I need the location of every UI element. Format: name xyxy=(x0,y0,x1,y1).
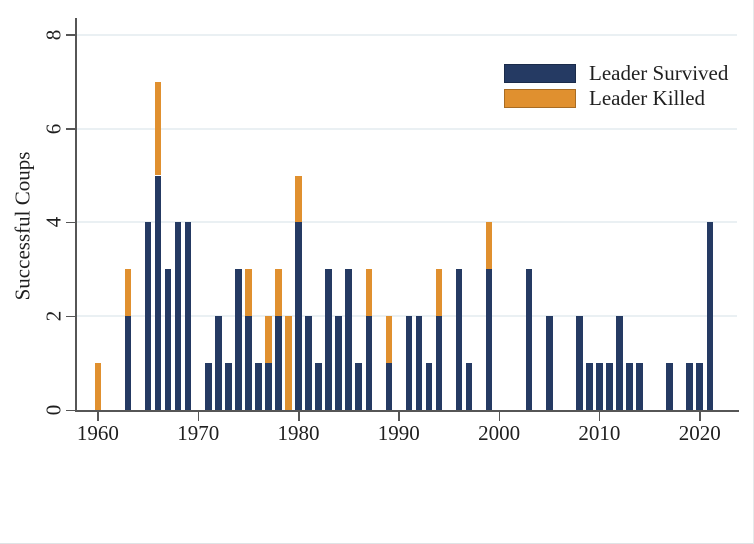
y-tick-label-4: 4 xyxy=(41,217,66,228)
bar-1974-survived xyxy=(235,269,242,410)
bar-1989-survived xyxy=(385,363,392,410)
bar-1999-killed xyxy=(485,222,493,270)
legend: Leader Survived Leader Killed xyxy=(504,60,729,113)
bar-1987-killed xyxy=(365,269,372,317)
bar-2003-survived xyxy=(525,269,533,410)
bar-1991-survived xyxy=(405,316,413,410)
bar-2011-survived xyxy=(606,363,613,410)
bar-1985-survived xyxy=(345,269,352,410)
bar-1989-killed xyxy=(385,316,392,364)
bar-1978-survived xyxy=(275,316,282,410)
bar-1976-survived xyxy=(255,363,262,410)
bar-1967-survived xyxy=(164,269,172,410)
bar-2013-survived xyxy=(626,363,633,410)
bar-1972-survived xyxy=(215,316,222,410)
y-axis-line xyxy=(75,18,77,412)
bar-1965-survived xyxy=(144,222,152,410)
bar-1980-survived xyxy=(295,222,302,410)
bar-2019-survived xyxy=(686,363,693,410)
bar-2017-survived xyxy=(666,363,673,410)
x-tick-2020 xyxy=(699,411,701,421)
bar-1994-killed xyxy=(435,269,443,317)
bar-1987-survived xyxy=(365,316,372,410)
bar-2010-survived xyxy=(596,363,603,410)
y-tick-6 xyxy=(66,128,75,130)
bar-1975-killed xyxy=(245,269,252,317)
bar-1994-survived xyxy=(435,316,443,410)
y-tick-label-2: 2 xyxy=(41,310,66,322)
bar-1978-killed xyxy=(275,269,282,317)
bar-1986-survived xyxy=(355,363,362,410)
legend-swatch-survived-icon xyxy=(504,63,576,83)
bar-1966-survived xyxy=(154,175,162,410)
gridline-8 xyxy=(75,33,737,36)
bar-1973-survived xyxy=(225,363,232,410)
bar-1996-survived xyxy=(455,269,463,410)
x-tick-label-1970: 1970 xyxy=(177,421,220,445)
bar-1999-survived xyxy=(485,269,493,410)
bar-1977-killed xyxy=(265,316,272,364)
bar-2008-survived xyxy=(576,316,583,410)
y-tick-8 xyxy=(66,34,75,36)
bar-1980-killed xyxy=(295,175,302,223)
bar-1992-survived xyxy=(415,316,423,410)
bar-1984-survived xyxy=(335,316,342,410)
bar-1979-killed xyxy=(285,316,292,410)
y-tick-0 xyxy=(66,409,75,411)
bar-1960-killed xyxy=(94,363,102,410)
bar-2014-survived xyxy=(636,363,643,410)
bar-1966-killed xyxy=(154,81,162,176)
x-tick-1960 xyxy=(97,411,99,421)
gridline-6 xyxy=(75,127,737,130)
bar-1977-survived xyxy=(265,363,272,410)
legend-entry-survived: Leader Survived xyxy=(504,60,729,85)
x-tick-label-1990: 1990 xyxy=(377,421,420,445)
bar-2021-survived xyxy=(706,222,713,410)
x-tick-1970 xyxy=(197,411,200,421)
x-tick-2010 xyxy=(598,411,601,421)
legend-swatch-killed-icon xyxy=(504,88,576,108)
x-tick-label-2000: 2000 xyxy=(478,421,521,445)
y-tick-label-6: 6 xyxy=(41,123,66,134)
y-tick-label-0: 0 xyxy=(41,404,66,416)
bar-1968-survived xyxy=(174,222,182,410)
x-tick-1980 xyxy=(298,411,300,421)
bar-2020-survived xyxy=(696,363,703,410)
bar-2005-survived xyxy=(546,316,553,410)
bar-1993-survived xyxy=(425,363,433,410)
bar-1971-survived xyxy=(205,363,212,410)
bar-1983-survived xyxy=(325,269,332,410)
bar-1969-survived xyxy=(184,222,192,410)
bar-1981-survived xyxy=(305,316,312,410)
x-tick-label-2020: 2020 xyxy=(678,421,721,445)
bar-2009-survived xyxy=(586,363,593,410)
x-tick-label-1980: 1980 xyxy=(277,421,320,445)
x-tick-label-2010: 2010 xyxy=(578,421,621,445)
legend-label-survived: Leader Survived xyxy=(589,60,729,85)
bar-1982-survived xyxy=(315,363,322,410)
x-tick-label-1960: 1960 xyxy=(76,421,119,445)
x-tick-2000 xyxy=(498,411,501,421)
y-tick-label-8: 8 xyxy=(41,29,66,41)
bar-1975-survived xyxy=(245,316,252,410)
bar-1963-killed xyxy=(124,269,132,317)
bar-2012-survived xyxy=(616,316,623,410)
x-axis-line xyxy=(75,410,739,412)
bar-1963-survived xyxy=(124,316,132,410)
y-axis-title: Successful Coups xyxy=(10,151,35,301)
y-tick-4 xyxy=(66,221,75,224)
gridline-4 xyxy=(75,221,737,224)
legend-entry-killed: Leader Killed xyxy=(504,85,728,110)
bar-1997-survived xyxy=(465,363,473,410)
legend-label-killed: Leader Killed xyxy=(589,85,706,110)
x-tick-1990 xyxy=(398,411,400,421)
y-tick-2 xyxy=(66,315,75,318)
